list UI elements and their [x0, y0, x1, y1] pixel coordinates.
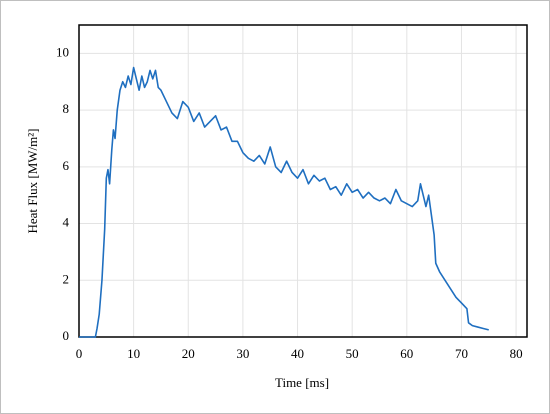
x-tick-label: 60 — [400, 346, 413, 361]
x-tick-label: 20 — [182, 346, 195, 361]
x-tick-label: 50 — [346, 346, 359, 361]
y-tick-label: 2 — [63, 271, 70, 286]
x-axis-label: Time [ms] — [275, 375, 329, 390]
plot-frame — [78, 24, 528, 338]
y-tick-label: 6 — [63, 158, 70, 173]
y-tick-label: 4 — [63, 215, 70, 230]
x-tick-label: 30 — [236, 346, 249, 361]
x-tick-label: 40 — [291, 346, 304, 361]
x-tick-label: 80 — [510, 346, 523, 361]
y-axis-label: Heat Flux [MW/m²] — [25, 129, 40, 234]
y-tick-label: 8 — [63, 101, 70, 116]
y-tick-label: 10 — [56, 44, 69, 59]
y-tick-label: 0 — [63, 328, 70, 343]
data-line — [79, 66, 489, 338]
x-tick-label: 0 — [76, 346, 83, 361]
x-tick-label: 70 — [455, 346, 468, 361]
x-tick-label: 10 — [127, 346, 140, 361]
